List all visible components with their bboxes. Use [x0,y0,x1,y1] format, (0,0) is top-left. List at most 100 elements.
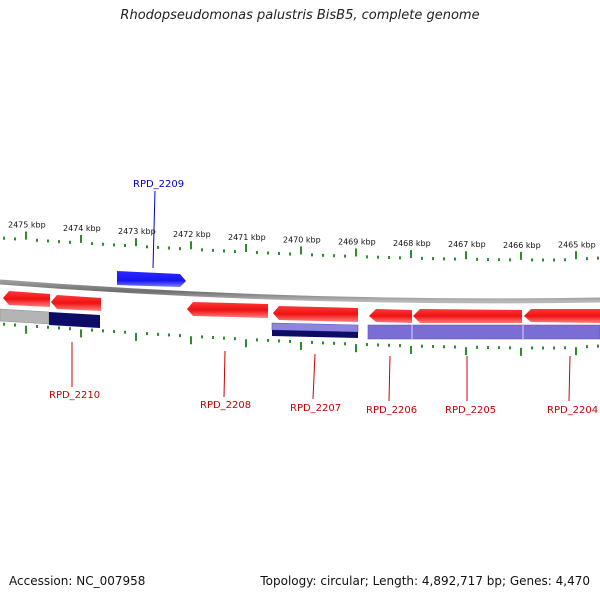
gene-arrow-left-1[interactable] [3,291,50,307]
leader-RPD_2209 [152,190,156,269]
minor-tick [234,249,236,253]
minor-tick [498,258,500,262]
minor-tick [564,346,566,350]
major-tick [135,238,137,247]
feature-bar-navy-2 [272,330,358,338]
minor-tick [234,337,236,341]
gene-arrow-RPD_2208[interactable] [187,302,268,318]
minor-tick [113,330,115,334]
minor-tick [223,336,225,340]
feature-bar-gray [0,308,50,325]
kbp-label: 2475 kbp [8,220,46,229]
minor-tick [586,345,588,349]
minor-tick [47,325,49,329]
major-tick [575,251,577,260]
minor-tick [531,258,533,262]
gene-leader-lines [71,190,571,402]
gene-label-RPD_2204[interactable]: RPD_2204 [547,405,598,416]
major-tick [245,339,247,348]
major-tick [80,329,82,338]
gene-arrow-RPD_2206[interactable] [369,309,412,323]
gene-label-RPD_2205[interactable]: RPD_2205 [445,405,496,416]
kbp-label: 2472 kbp [173,230,211,239]
minor-tick [399,344,401,348]
minor-tick [14,323,16,327]
minor-tick [289,339,291,343]
major-tick [190,336,192,345]
kbp-label: 2468 kbp [393,239,431,248]
kbp-label: 2470 kbp [283,235,321,244]
major-tick [355,248,357,257]
minor-tick [322,341,324,345]
minor-tick [542,258,544,262]
minor-tick [201,335,203,339]
minor-tick [168,246,170,250]
minor-tick [344,342,346,346]
major-tick [190,241,192,250]
minor-tick [388,343,390,347]
minor-tick [58,240,60,244]
gene-label-RPD_2209[interactable]: RPD_2209 [133,179,184,190]
kbp-tick-track-top [3,231,599,262]
minor-tick [256,251,258,255]
minor-tick [322,253,324,257]
feature-bar-lavender-2 [367,324,600,340]
minor-tick [487,258,489,262]
minor-tick [223,249,225,253]
minor-tick [509,258,511,262]
minor-tick [256,338,258,342]
gene-arrow-RPD_2207[interactable] [273,306,358,322]
minor-tick [377,255,379,259]
kbp-label: 2474 kbp [63,224,101,233]
gene-label-RPD_2210[interactable]: RPD_2210 [49,390,100,401]
accession-label: Accession: NC_007958 [9,574,146,588]
minor-tick [476,345,478,349]
minor-tick [201,248,203,252]
minor-tick [421,344,423,348]
minor-tick [3,322,5,326]
minor-tick [454,345,456,349]
gene-label-RPD_2207[interactable]: RPD_2207 [290,403,341,414]
topology-summary: Topology: circular; Length: 4,892,717 bp… [260,574,590,588]
major-tick [25,231,27,240]
minor-tick [212,248,214,252]
minor-tick [179,334,181,338]
leader-RPD_2204 [568,355,571,402]
minor-tick [553,258,555,262]
minor-tick [179,247,181,251]
minor-tick [146,332,148,336]
genome-backbone [0,279,600,304]
gene-label-RPD_2206[interactable]: RPD_2206 [366,405,417,416]
minor-tick [377,343,379,347]
kbp-label: 2466 kbp [503,241,541,250]
minor-tick [443,257,445,261]
minor-tick [113,243,115,247]
kbp-scale-labels: 2475 kbp 2474 kbp 2473 kbp 2472 kbp 2471 kbp… [8,220,596,249]
major-tick [520,347,522,356]
minor-tick [388,256,390,260]
major-tick [300,246,302,255]
gene-arrow-RPD_2205[interactable] [413,309,522,323]
gene-arrow-RPD_2209[interactable] [117,271,186,287]
minor-tick [432,257,434,261]
kbp-label: 2471 kbp [228,233,266,242]
minor-tick [432,344,434,348]
minor-tick [289,252,291,256]
minor-tick [36,324,38,328]
major-tick [575,347,577,356]
minor-tick [102,329,104,333]
minor-tick [421,256,423,260]
minor-tick [91,242,93,246]
gene-arrow-RPD_2210[interactable] [51,295,101,311]
minor-tick [333,254,335,258]
minor-tick [366,343,368,347]
minor-tick [267,251,269,255]
gene-label-RPD_2208[interactable]: RPD_2208 [200,400,251,411]
gene-arrow-RPD_2204[interactable] [524,309,600,323]
gene-labels: RPD_2209 RPD_2210 RPD_2208 RPD_2207 RPD_… [49,179,598,416]
leader-RPD_2206 [388,355,391,402]
kbp-label: 2465 kbp [558,240,596,249]
minor-tick [146,245,148,249]
minor-tick [212,336,214,340]
